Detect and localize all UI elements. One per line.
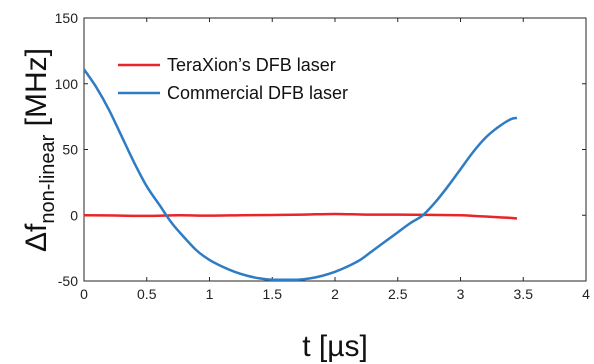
x-axis-label: t [µs] bbox=[302, 330, 368, 363]
y-axis-label: Δfnon-linear [MHz] bbox=[20, 48, 59, 252]
y-tick-label: 150 bbox=[55, 10, 79, 26]
x-tick-label: 0.5 bbox=[137, 286, 157, 302]
series-line-teraxion bbox=[83, 212, 518, 220]
y-axis-label-unit: [MHz] bbox=[20, 48, 53, 135]
legend: TeraXion’s DFB laser Commercial DFB lase… bbox=[118, 55, 348, 103]
y-tick-label: 50 bbox=[62, 142, 78, 158]
x-tick-label: 2 bbox=[331, 286, 339, 302]
x-tick-label: 0 bbox=[80, 286, 88, 302]
y-tick-label: -50 bbox=[58, 273, 78, 289]
series-line-commercial bbox=[82, 68, 518, 282]
y-axis-label-subscript: non-linear bbox=[37, 134, 59, 223]
x-tick-label: 2.5 bbox=[388, 286, 408, 302]
x-tick-label: 3.5 bbox=[514, 286, 534, 302]
legend-label-teraxion: TeraXion’s DFB laser bbox=[167, 55, 336, 75]
y-axis-label-main: Δf bbox=[20, 223, 53, 252]
x-tick-label: 3 bbox=[457, 286, 465, 302]
x-tick-label: 1 bbox=[206, 286, 214, 302]
legend-label-commercial: Commercial DFB laser bbox=[167, 83, 348, 103]
x-tick-label: 1.5 bbox=[263, 286, 283, 302]
y-tick-label: 0 bbox=[70, 207, 78, 223]
plot-area bbox=[83, 17, 587, 282]
y-tick-label: 100 bbox=[55, 76, 79, 92]
series-group bbox=[82, 68, 518, 282]
x-tick-label: 4 bbox=[582, 286, 590, 302]
